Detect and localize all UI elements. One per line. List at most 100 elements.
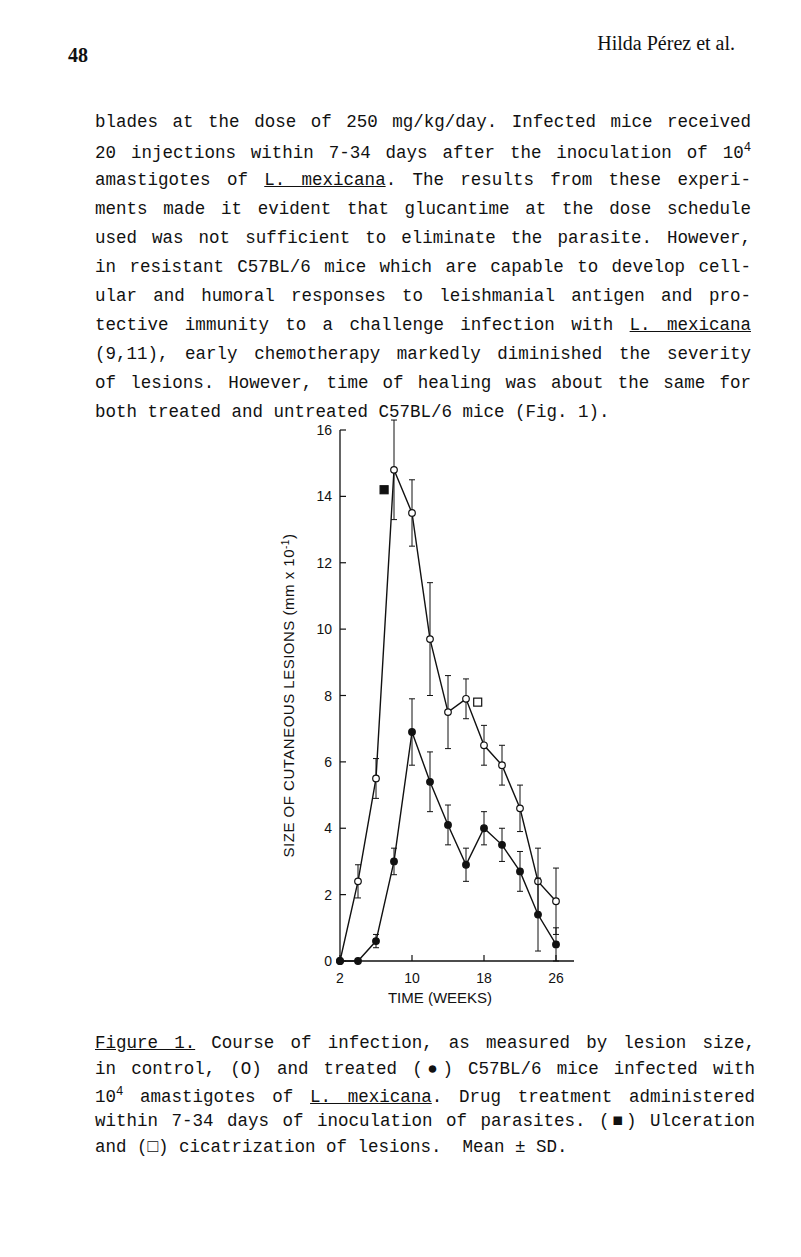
error-bar xyxy=(409,480,415,546)
data-point xyxy=(355,958,362,965)
error-cap xyxy=(499,745,505,746)
text-run: amastigotes of xyxy=(95,170,264,190)
error-cap xyxy=(553,868,559,869)
text-run: used was not sufficient to eliminate the… xyxy=(95,228,751,248)
body-line: 20 injections within 7-34 days after the… xyxy=(95,141,751,163)
error-bar xyxy=(517,785,523,831)
text-run: in resistant C57BL/6 mice which are capa… xyxy=(95,257,751,277)
error-cap xyxy=(445,844,451,845)
text-run: both treated and untreated C57BL/6 mice … xyxy=(95,402,610,422)
text-run: (9,11), early chemotherapy markedly dimi… xyxy=(95,344,751,364)
error-bar xyxy=(391,420,397,520)
text-run: L. mexicana xyxy=(310,1087,432,1107)
text-run: SIZE OF CUTANEOUS LESIONS (mm x 10 xyxy=(280,549,297,857)
data-point xyxy=(337,958,344,965)
error-bar xyxy=(499,745,505,785)
error-cap xyxy=(427,695,433,696)
text-run: within 7-34 days of inoculation of paras… xyxy=(95,1111,755,1131)
error-cap xyxy=(463,718,469,719)
error-cap xyxy=(427,811,433,812)
series-line xyxy=(340,732,556,961)
text-run: in control, (O) and treated (●) C57BL/6 … xyxy=(95,1059,755,1079)
y-tick-label: 10 xyxy=(316,621,332,637)
error-cap xyxy=(481,725,487,726)
body-line: amastigotes of L. mexicana. The results … xyxy=(95,170,751,190)
text-run: of lesions. However, time of healing was… xyxy=(95,373,751,393)
text-run: 10 xyxy=(95,1087,116,1107)
data-point xyxy=(445,822,452,829)
y-tick-label: 6 xyxy=(324,754,332,770)
text-run: . Drug treatment administered xyxy=(432,1087,755,1107)
y-axis-title: SIZE OF CUTANEOUS LESIONS (mm x 10-1) xyxy=(280,534,298,858)
y-tick xyxy=(340,629,346,630)
error-bar xyxy=(409,699,415,765)
caption-line: in control, (O) and treated (●) C57BL/6 … xyxy=(95,1059,755,1079)
data-point xyxy=(373,938,380,945)
text-run: -1 xyxy=(280,539,291,549)
error-cap xyxy=(553,961,559,962)
plot-area xyxy=(337,420,560,964)
data-point xyxy=(463,861,470,868)
error-bar xyxy=(355,865,361,898)
body-line: used was not sufficient to eliminate the… xyxy=(95,228,751,248)
data-point xyxy=(517,805,524,812)
error-bar xyxy=(553,928,559,961)
data-point xyxy=(373,775,380,782)
error-bar xyxy=(535,878,541,951)
error-cap xyxy=(391,848,397,849)
error-cap xyxy=(409,479,415,480)
error-bar xyxy=(445,676,451,749)
data-point xyxy=(535,911,542,918)
error-bar xyxy=(463,848,469,881)
error-cap xyxy=(517,785,523,786)
series-line xyxy=(340,470,556,961)
x-axis-title: TIME (WEEKS) xyxy=(388,989,492,1006)
error-cap xyxy=(409,698,415,699)
body-line: tective immunity to a challenge infectio… xyxy=(95,315,751,335)
caption-line: and (□) cicatrization of lesions. Mean ±… xyxy=(95,1137,755,1157)
error-cap xyxy=(499,785,505,786)
data-point xyxy=(499,762,506,769)
body-line: of lesions. However, time of healing was… xyxy=(95,373,751,393)
error-cap xyxy=(481,765,487,766)
body-line: in resistant C57BL/6 mice which are capa… xyxy=(95,257,751,277)
y-tick-label: 14 xyxy=(316,488,332,504)
x-tick xyxy=(483,955,484,961)
text-run: tective immunity to a challenge infectio… xyxy=(95,315,630,335)
x-tick xyxy=(411,955,412,961)
data-point xyxy=(553,898,560,905)
text-run: and (□) cicatrization of lesions. Mean ±… xyxy=(95,1137,568,1157)
error-cap xyxy=(553,927,559,928)
data-point xyxy=(355,878,362,885)
running-head: Hilda Pérez et al. xyxy=(597,32,735,55)
error-cap xyxy=(535,951,541,952)
error-cap xyxy=(445,675,451,676)
data-point xyxy=(427,778,434,785)
error-cap xyxy=(373,934,379,935)
error-bar xyxy=(373,934,379,947)
text-run: . The results from these experi- xyxy=(386,170,751,190)
chart: 02468101214162101826TIME (WEEKS)SIZE OF … xyxy=(0,0,801,1257)
error-cap xyxy=(463,881,469,882)
text-run: Course of infection, as measured by lesi… xyxy=(195,1033,755,1053)
y-tick-label: 12 xyxy=(316,555,332,571)
y-tick-label: 2 xyxy=(324,887,332,903)
body-line: (9,11), early chemotherapy markedly dimi… xyxy=(95,344,751,364)
error-bar xyxy=(481,725,487,765)
y-tick xyxy=(340,761,346,762)
data-point xyxy=(481,825,488,832)
error-cap xyxy=(409,765,415,766)
caption-line: within 7-34 days of inoculation of paras… xyxy=(95,1111,755,1131)
error-cap xyxy=(373,798,379,799)
body-line: ments made it evident that glucantime at… xyxy=(95,199,751,219)
error-cap xyxy=(391,420,397,421)
error-cap xyxy=(355,897,361,898)
data-point xyxy=(474,698,482,706)
data-point xyxy=(463,696,470,703)
text-run: ments made it evident that glucantime at… xyxy=(95,199,751,219)
y-tick xyxy=(340,429,346,430)
text-run: ular and humoral responses to leishmania… xyxy=(95,286,751,306)
text-run: L. mexicana xyxy=(264,170,385,190)
error-cap xyxy=(517,851,523,852)
text-run: blades at the dose of 250 mg/kg/day. Inf… xyxy=(95,112,751,132)
